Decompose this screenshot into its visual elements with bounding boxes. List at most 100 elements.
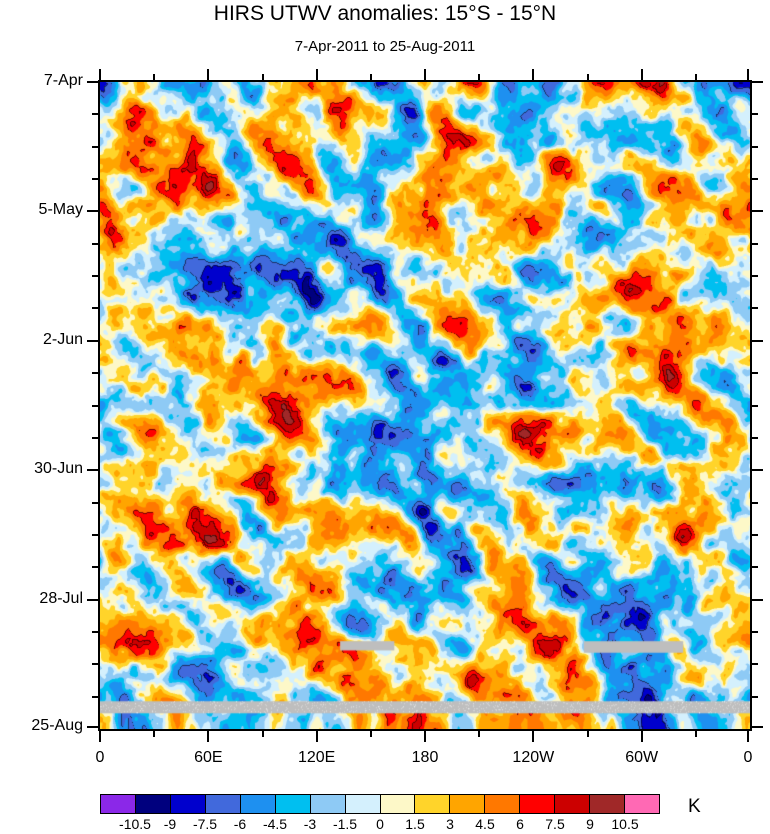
- colorbar-tick-label: -4.5: [262, 816, 288, 832]
- x-axis-label: 60E: [194, 749, 223, 766]
- x-minor-tick-top: [694, 74, 697, 80]
- x-axis-label: 0: [95, 749, 105, 766]
- y-minor-tick-right: [752, 275, 758, 278]
- colorbar-swatch-4: [240, 795, 276, 813]
- y-minor-tick: [92, 242, 98, 245]
- colorbar-tick-label: 9: [586, 816, 594, 832]
- y-minor-tick: [92, 145, 98, 148]
- y-major-tick: [87, 210, 98, 213]
- page-title: HIRS UTWV anomalies: 15°S - 15°N: [213, 2, 557, 25]
- x-major-tick-top: [99, 69, 101, 80]
- y-minor-tick: [92, 663, 98, 666]
- colorbar: [100, 794, 660, 814]
- colorbar-tick-label: -9: [163, 816, 177, 832]
- x-axis-label: 120E: [297, 749, 336, 766]
- x-minor-tick: [586, 731, 589, 737]
- colorbar-swatch-7: [345, 795, 381, 813]
- colorbar-swatch-2: [170, 795, 206, 813]
- y-axis-label: 30-Jun: [34, 460, 83, 478]
- x-axis-label: 180: [411, 749, 439, 766]
- y-minor-tick-right: [752, 307, 758, 310]
- x-major-tick: [532, 731, 535, 742]
- y-major-tick-right: [752, 469, 763, 472]
- x-minor-tick: [153, 731, 156, 737]
- colorbar-unit-label: K: [688, 796, 701, 817]
- y-minor-tick-right: [752, 630, 758, 633]
- colorbar-swatch-11: [485, 795, 521, 813]
- y-axis-label: 25-Aug: [31, 717, 83, 734]
- x-axis-label: 0: [743, 749, 753, 766]
- y-minor-tick-right: [752, 113, 758, 116]
- x-major-tick: [424, 731, 426, 742]
- colorbar-swatch-9: [415, 795, 451, 813]
- x-minor-tick-top: [153, 74, 156, 80]
- y-axis-label: 2-Jun: [42, 330, 83, 348]
- x-axis-label: 120W: [512, 749, 555, 766]
- colorbar-swatch-6: [310, 795, 346, 813]
- y-minor-tick-right: [752, 695, 758, 698]
- x-minor-tick-top: [261, 74, 264, 80]
- y-minor-tick-right: [752, 372, 758, 375]
- x-major-tick: [99, 731, 101, 742]
- x-major-tick-top: [747, 69, 749, 80]
- colorbar-tick-label: -6: [233, 816, 247, 832]
- colorbar-tick-label: 6: [516, 816, 524, 832]
- contour-field: [100, 82, 750, 729]
- y-major-tick-right: [752, 210, 763, 213]
- y-minor-tick: [92, 307, 98, 310]
- y-minor-tick: [92, 533, 98, 536]
- y-axis-label: 5-May: [38, 201, 83, 219]
- colorbar-swatch-0: [101, 795, 136, 813]
- x-minor-tick: [694, 731, 697, 737]
- colorbar-swatch-5: [275, 795, 311, 813]
- y-minor-tick: [92, 695, 98, 698]
- y-minor-tick: [92, 566, 98, 569]
- colorbar-swatch-12: [520, 795, 556, 813]
- y-minor-tick-right: [752, 404, 758, 407]
- x-axis-label: 60W: [625, 749, 659, 766]
- x-minor-tick: [369, 731, 372, 737]
- y-major-tick: [87, 81, 98, 83]
- y-minor-tick-right: [752, 242, 758, 245]
- x-major-tick: [747, 731, 749, 742]
- x-minor-tick-top: [478, 74, 481, 80]
- y-minor-tick-right: [752, 663, 758, 666]
- colorbar-swatch-8: [380, 795, 416, 813]
- y-minor-tick: [92, 630, 98, 633]
- colorbar-swatch-3: [205, 795, 241, 813]
- colorbar-tick-label: 10.5: [611, 816, 639, 832]
- y-minor-tick-right: [752, 436, 758, 439]
- x-major-tick: [315, 731, 318, 742]
- x-minor-tick-top: [586, 74, 589, 80]
- colorbar-tick-label: 1.5: [405, 816, 425, 832]
- x-major-tick-top: [424, 69, 426, 80]
- y-minor-tick: [92, 501, 98, 504]
- colorbar-swatch-13: [555, 795, 591, 813]
- y-major-tick: [87, 469, 98, 472]
- y-minor-tick-right: [752, 178, 758, 181]
- x-minor-tick: [478, 731, 481, 737]
- y-major-tick-right: [752, 81, 763, 83]
- x-minor-tick: [261, 731, 264, 737]
- colorbar-tick-label: 7.5: [545, 816, 565, 832]
- colorbar-swatch-1: [135, 795, 171, 813]
- colorbar-tick-label: 3: [446, 816, 454, 832]
- colorbar-tick-label: -10.5: [119, 816, 151, 832]
- figure-subtitle: 7-Apr-2011 to 25-Aug-2011: [294, 38, 476, 55]
- y-major-tick: [87, 726, 98, 728]
- y-minor-tick: [92, 404, 98, 407]
- y-major-tick-right: [752, 726, 763, 728]
- y-major-tick: [87, 339, 98, 342]
- y-major-tick: [87, 598, 98, 601]
- y-minor-tick-right: [752, 145, 758, 148]
- colorbar-swatch-14: [590, 795, 626, 813]
- colorbar-tick-label: 0: [376, 816, 384, 832]
- y-minor-tick: [92, 178, 98, 181]
- colorbar-tick-label: -7.5: [192, 816, 218, 832]
- plot-area: [98, 80, 752, 731]
- colorbar-tick-label: 4.5: [475, 816, 495, 832]
- y-minor-tick-right: [752, 566, 758, 569]
- x-major-tick-top: [207, 69, 210, 80]
- x-major-tick-top: [532, 69, 535, 80]
